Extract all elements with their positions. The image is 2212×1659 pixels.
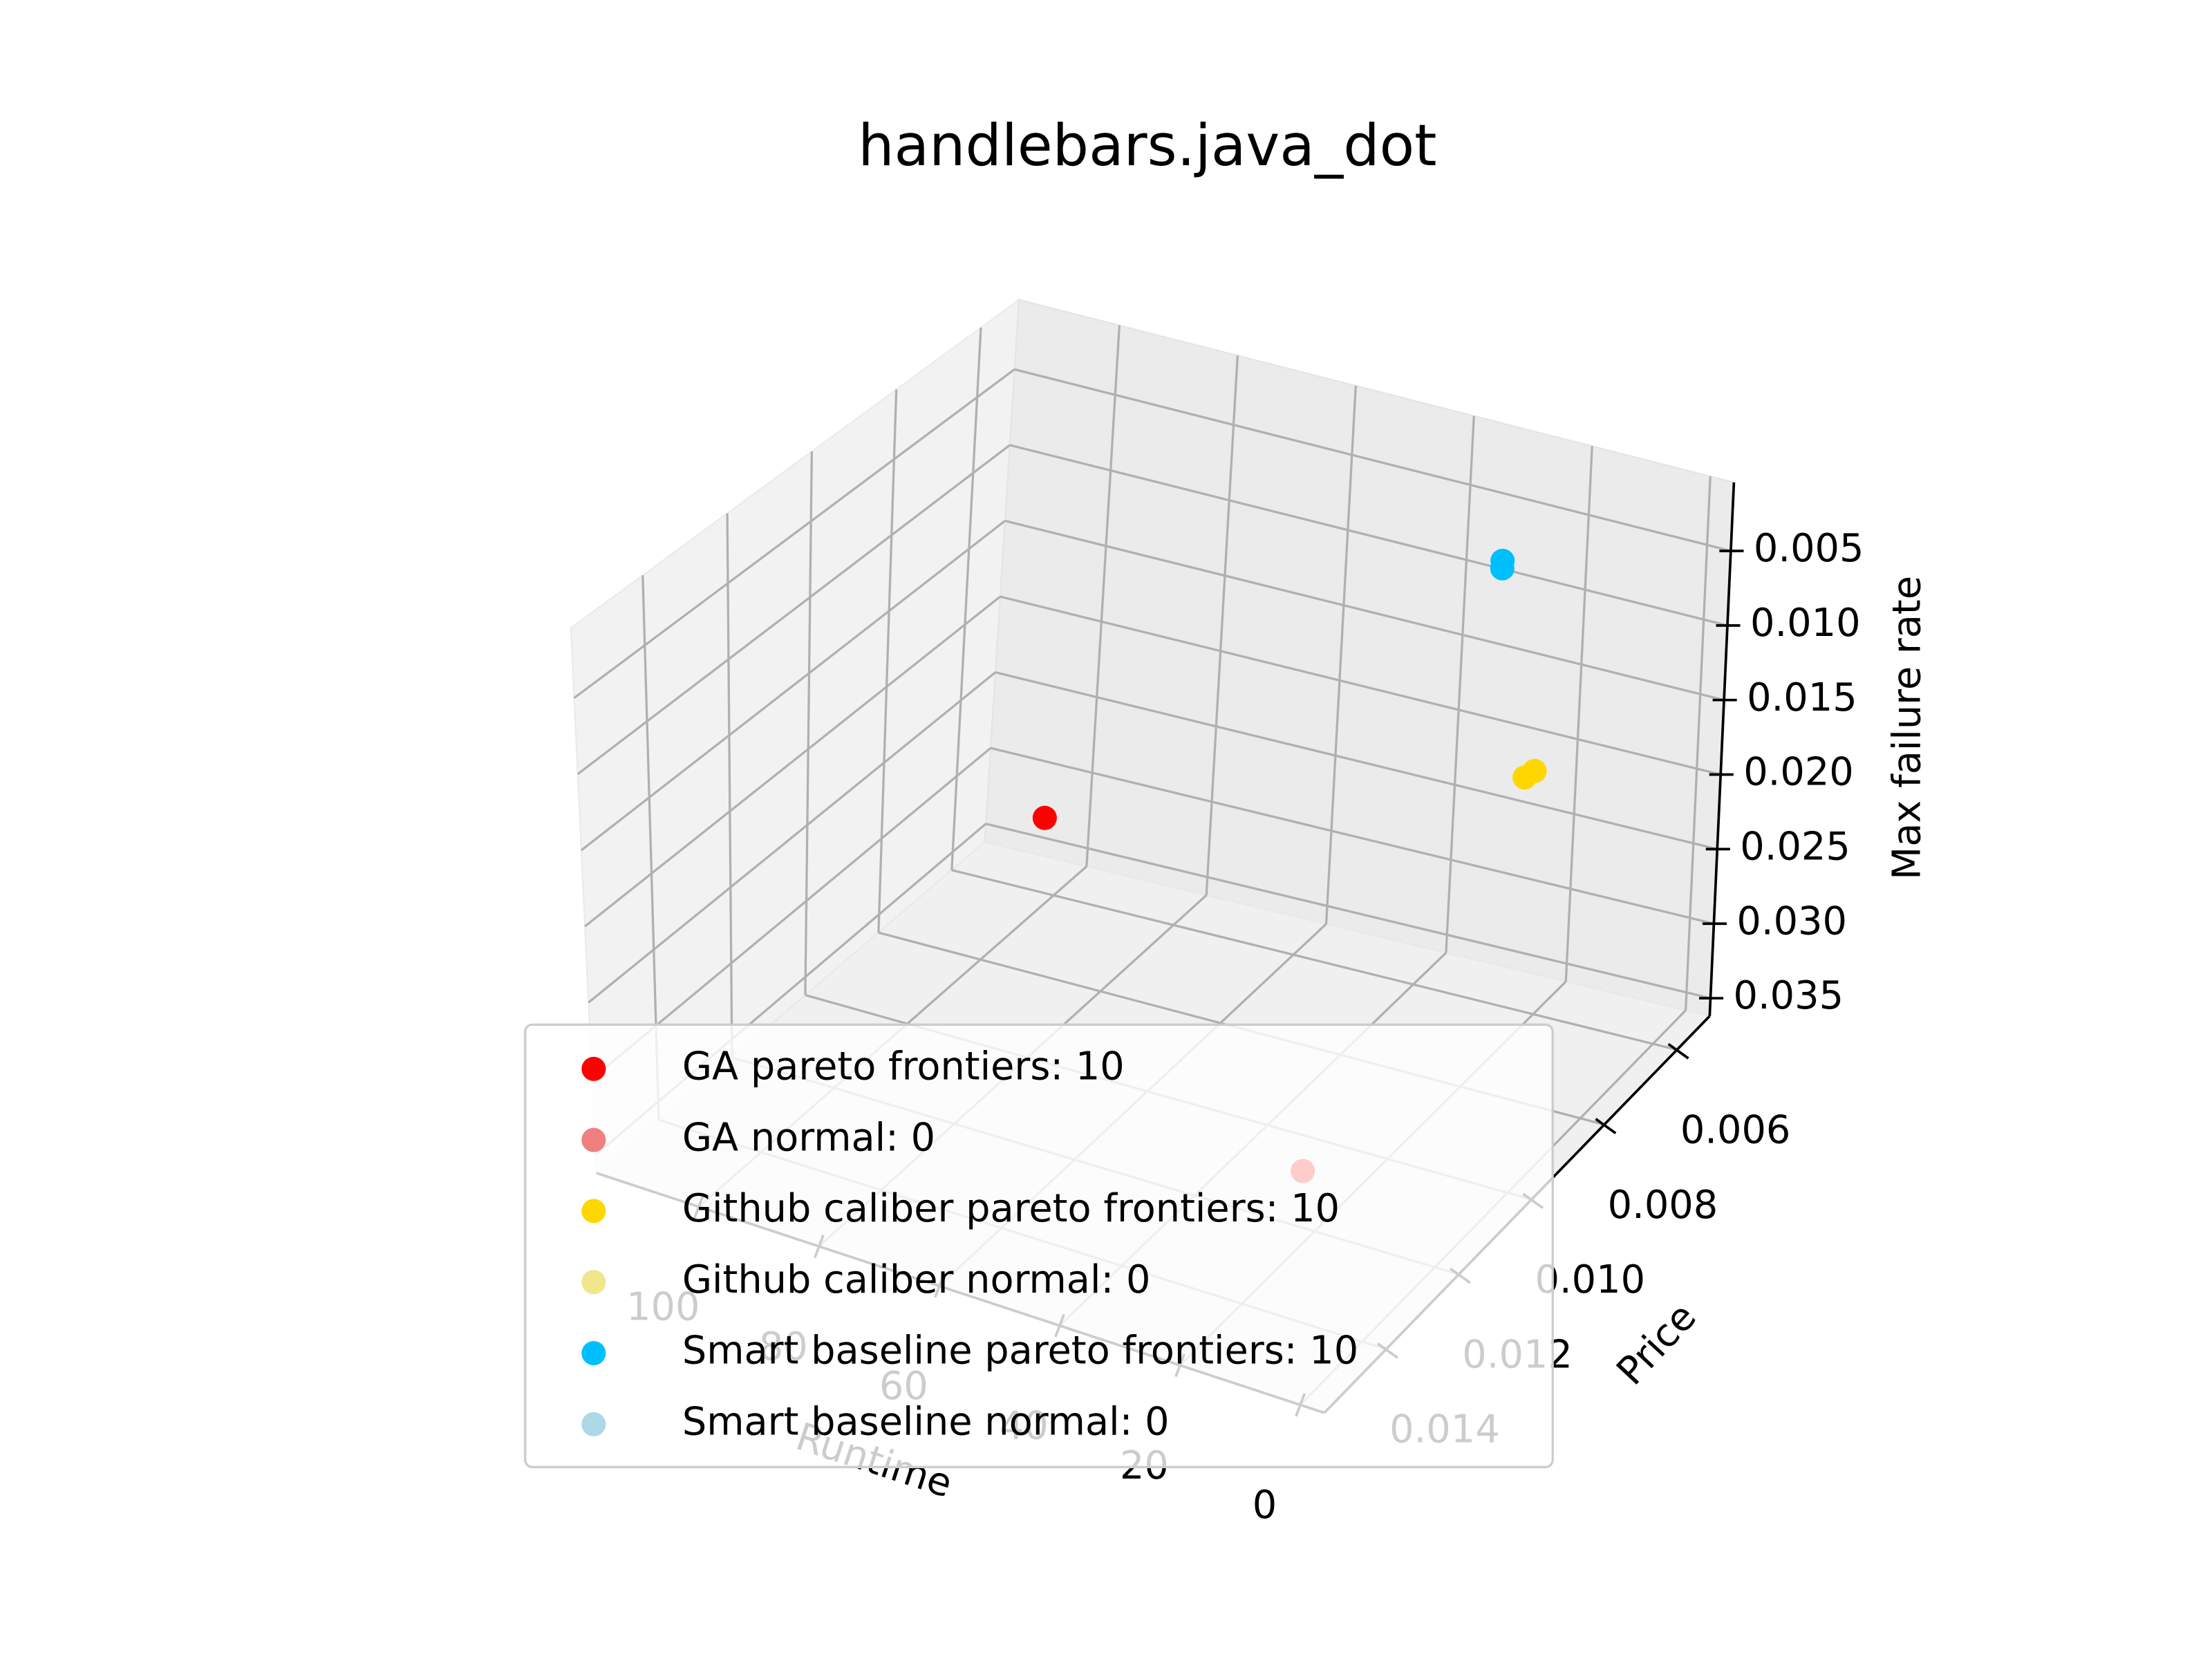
grid-line — [985, 823, 1711, 1000]
grid-line — [1564, 446, 1593, 982]
z-tick-label: 0.035 — [1733, 973, 1844, 1018]
legend-marker — [581, 1056, 606, 1081]
z-tick-label: 0.015 — [1747, 675, 1857, 720]
grid-line — [1004, 519, 1725, 702]
grid-line — [877, 389, 898, 933]
data-point — [1512, 765, 1537, 790]
z-axis-line — [1708, 482, 1736, 1017]
legend-marker — [581, 1341, 606, 1366]
grid-line — [1085, 325, 1121, 867]
z-tick-label: 0.005 — [1754, 526, 1864, 571]
legend-marker — [581, 1412, 606, 1436]
grid-line — [951, 869, 1678, 1051]
grid-line — [726, 513, 733, 1058]
legend-marker — [581, 1127, 606, 1152]
legend-label: Smart baseline normal: 0 — [682, 1400, 1170, 1445]
y-tick-label: 0.008 — [1608, 1183, 1718, 1228]
data-point — [1490, 556, 1515, 581]
legend-label: GA pareto frontiers: 10 — [682, 1044, 1125, 1089]
z-tick-label: 0.020 — [1743, 750, 1854, 795]
data-point — [1032, 805, 1057, 830]
grid-line — [1324, 385, 1357, 924]
legend-label: Smart baseline pareto frontiers: 10 — [682, 1329, 1358, 1374]
chart-title: handlebars.java_dot — [858, 113, 1436, 179]
legend-label: Github caliber pareto frontiers: 10 — [682, 1186, 1340, 1231]
grid-line — [804, 451, 814, 995]
z-tick-label: 0.030 — [1736, 899, 1847, 944]
z-axis-label: Max failure rate — [1884, 576, 1929, 880]
y-axis-label: Price — [1608, 1295, 1705, 1394]
grid-line — [1000, 595, 1721, 776]
grid-line — [1445, 415, 1475, 953]
legend-label: Github caliber normal: 0 — [682, 1257, 1151, 1302]
z-tick-label: 0.025 — [1740, 825, 1850, 870]
legend-label: GA normal: 0 — [682, 1115, 935, 1160]
grid-line — [1205, 355, 1239, 896]
legend-marker — [581, 1270, 606, 1295]
y-tick — [1595, 1118, 1617, 1134]
grid-line — [990, 747, 1714, 925]
grid-line — [995, 671, 1718, 850]
y-tick — [1667, 1042, 1689, 1060]
grid-line — [588, 671, 997, 1004]
grid-line — [580, 520, 1006, 852]
grid-line — [950, 327, 982, 870]
grid-line — [573, 368, 1015, 700]
grid-line — [584, 595, 1001, 928]
grid-line — [1684, 476, 1712, 1011]
grid-line — [1009, 444, 1728, 627]
legend: GA pareto frontiers: 10 GA normal: 0 Githu… — [524, 1023, 1554, 1468]
grid-line — [1014, 368, 1732, 552]
y-tick-label: 0.006 — [1680, 1108, 1791, 1153]
z-tick-label: 0.010 — [1750, 601, 1861, 646]
legend-box — [524, 1023, 1554, 1468]
x-tick-label: 0 — [1253, 1483, 1277, 1528]
legend-marker — [581, 1199, 606, 1224]
grid-line — [577, 444, 1011, 776]
